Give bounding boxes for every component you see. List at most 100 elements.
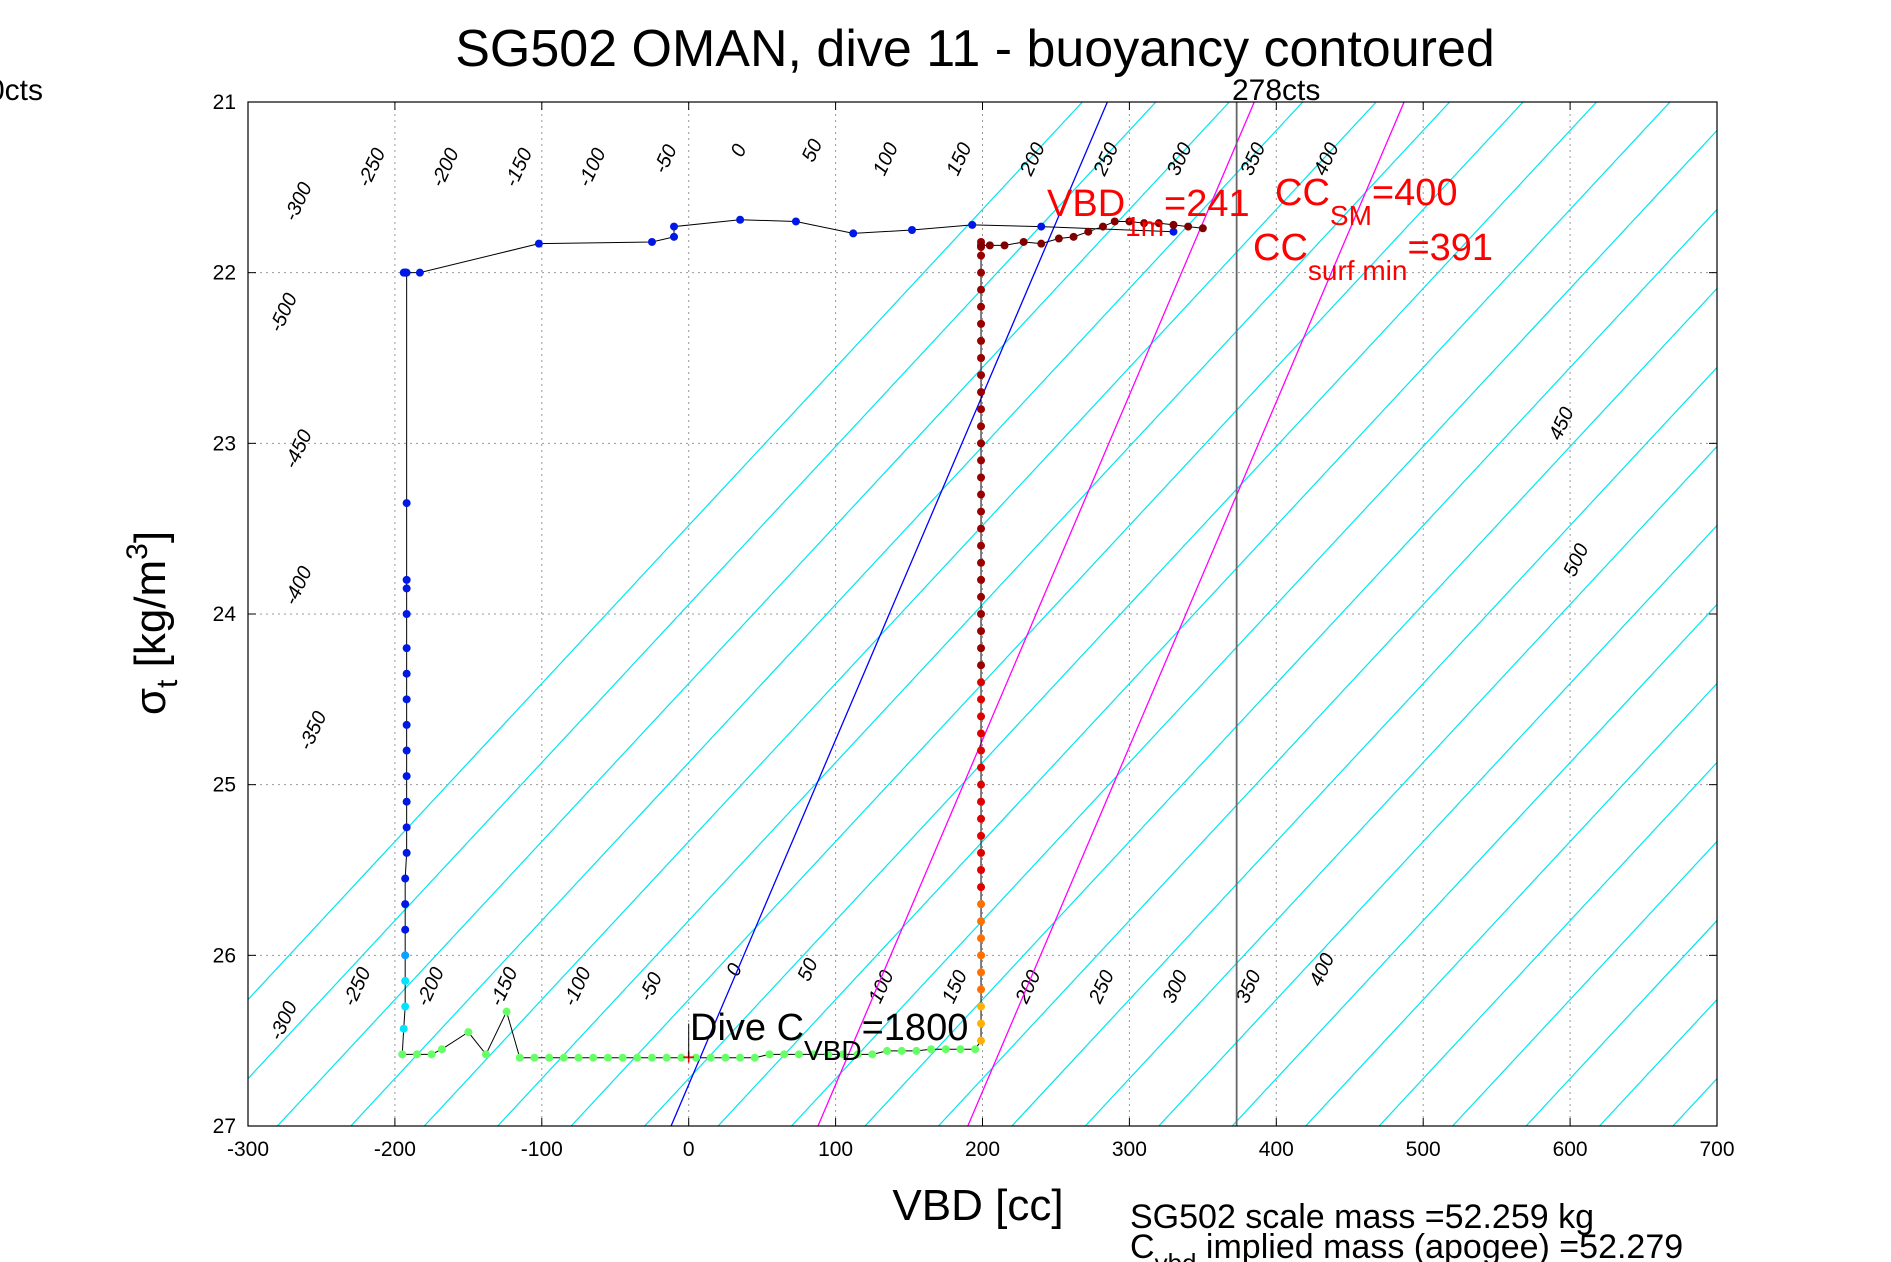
svg-text:Cvbd implied mass (apogee) =52: Cvbd implied mass (apogee) =52.279 bbox=[1130, 1228, 1683, 1262]
upcast-point bbox=[415, 268, 424, 277]
bottom-point bbox=[437, 1045, 446, 1054]
x-tick-label: 400 bbox=[1259, 1138, 1294, 1161]
contour-line bbox=[1452, 840, 1717, 1126]
bottom-point bbox=[662, 1053, 671, 1062]
upcast-point bbox=[399, 268, 408, 277]
upcast-point bbox=[534, 239, 543, 248]
downcast-point bbox=[977, 848, 986, 857]
contour-label: 350 bbox=[1236, 139, 1270, 179]
contour-label: -100 bbox=[559, 964, 596, 1010]
y-tick-label: 24 bbox=[213, 603, 237, 626]
upcast-point bbox=[968, 220, 977, 229]
downcast-point bbox=[977, 968, 986, 977]
y-axis-label: σt [kg/m3] bbox=[121, 531, 184, 715]
contour-label: 200 bbox=[1011, 967, 1045, 1007]
downcast-point bbox=[977, 354, 986, 362]
downcast-point bbox=[977, 507, 986, 516]
svg-text:Dive CVBD=1800: Dive CVBD=1800 bbox=[690, 1007, 968, 1066]
svg-text:CCsurf min=391: CCsurf min=391 bbox=[1253, 227, 1493, 286]
y-tick-label: 23 bbox=[213, 432, 236, 455]
x-axis-label: VBD [cc] bbox=[892, 1181, 1063, 1230]
upcast-point bbox=[907, 226, 916, 234]
upcast-point bbox=[1169, 227, 1178, 236]
surface-point bbox=[1054, 234, 1063, 243]
bottom-point bbox=[912, 1046, 921, 1055]
bottom-point bbox=[412, 1050, 421, 1059]
contour-label: -300 bbox=[280, 179, 317, 225]
downcast-point bbox=[977, 678, 986, 687]
downcast-point bbox=[977, 831, 986, 840]
downcast-point bbox=[977, 985, 986, 994]
contour-line bbox=[791, 129, 1717, 1126]
downcast-point bbox=[977, 439, 986, 448]
chart-title: SG502 OMAN, dive 11 - buoyancy contoured bbox=[455, 20, 1495, 78]
downcast-point bbox=[977, 934, 986, 943]
contour-line bbox=[1231, 603, 1717, 1126]
reference-magenta-line bbox=[967, 102, 1405, 1126]
contour-line bbox=[1011, 366, 1717, 1126]
bottom-point bbox=[765, 1050, 774, 1059]
contour-line bbox=[1746, 102, 1891, 1126]
contour-label: 300 bbox=[1163, 139, 1197, 179]
bottom-point bbox=[692, 1053, 701, 1062]
contour-line bbox=[423, 102, 1377, 1126]
contour-label: 450 bbox=[1545, 404, 1579, 444]
y-tick-label: 27 bbox=[213, 1115, 236, 1138]
surface-point bbox=[1125, 217, 1134, 226]
upcast-point bbox=[402, 823, 411, 832]
bottom-point bbox=[677, 1053, 686, 1062]
x-tick-label: 0 bbox=[683, 1138, 695, 1161]
bottom-point bbox=[633, 1053, 642, 1062]
y-tick-label: 26 bbox=[213, 944, 236, 967]
upcast-point bbox=[401, 874, 410, 883]
x-tick-label: 300 bbox=[1112, 1138, 1147, 1161]
bottom-point bbox=[956, 1045, 965, 1054]
surface-point bbox=[1069, 232, 1078, 241]
upcast-point bbox=[402, 575, 411, 584]
downcast-point bbox=[977, 575, 986, 584]
surface-point bbox=[1184, 222, 1193, 231]
downcast-point bbox=[977, 917, 986, 926]
bottom-point bbox=[868, 1050, 877, 1059]
contour-line bbox=[1305, 682, 1717, 1126]
contour-line bbox=[248, 102, 1157, 1080]
x-tick-label: 200 bbox=[965, 1138, 1000, 1161]
contour-label: 250 bbox=[1089, 139, 1123, 179]
svg-text:CCSM=400: CCSM=400 bbox=[1275, 172, 1457, 231]
surface-point bbox=[985, 241, 994, 250]
contour-label: -50 bbox=[650, 141, 682, 176]
bottom-point bbox=[574, 1053, 583, 1062]
upcast-point bbox=[401, 925, 410, 934]
x-tick-label: 100 bbox=[818, 1138, 853, 1161]
bottom-point bbox=[618, 1053, 627, 1062]
surface-point bbox=[977, 241, 986, 250]
upcast-point bbox=[402, 669, 411, 678]
downcast-point bbox=[977, 1002, 986, 1011]
x-tick-label: 700 bbox=[1699, 1138, 1734, 1161]
downcast-point bbox=[977, 405, 986, 414]
downcast-point bbox=[977, 900, 986, 909]
upcast-point bbox=[402, 720, 411, 729]
downcast-point bbox=[977, 610, 986, 618]
surface-point bbox=[1154, 219, 1163, 228]
upcast-point bbox=[402, 772, 411, 781]
bottom-point bbox=[809, 1050, 818, 1059]
bottom-point bbox=[559, 1053, 568, 1062]
contour-label: 500 bbox=[1559, 540, 1593, 580]
reference-blue-line bbox=[670, 102, 1108, 1126]
contour-label: 150 bbox=[938, 967, 972, 1007]
bottom-point bbox=[750, 1053, 759, 1062]
axes bbox=[247, 101, 1718, 1127]
contour-label: -250 bbox=[353, 145, 390, 191]
downcast-point bbox=[977, 285, 986, 294]
contour-line bbox=[1378, 761, 1717, 1126]
downcast-point bbox=[977, 883, 986, 892]
bottom-point bbox=[530, 1053, 539, 1062]
upcast-point bbox=[402, 695, 411, 704]
reference-lines bbox=[670, 102, 1405, 1126]
contour-label: 100 bbox=[869, 139, 903, 179]
downcast-point bbox=[977, 473, 986, 482]
contour-label: -150 bbox=[500, 145, 537, 191]
bottom-point bbox=[824, 1050, 833, 1059]
